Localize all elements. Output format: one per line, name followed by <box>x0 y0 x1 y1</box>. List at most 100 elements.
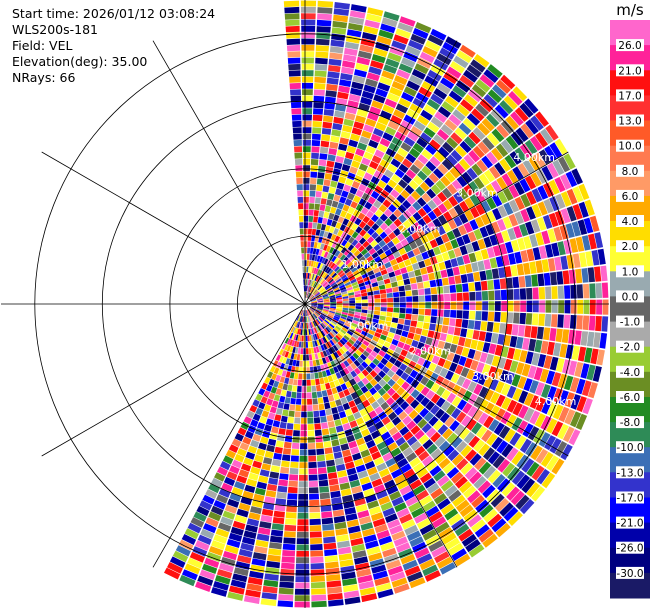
velocity-gate <box>379 76 393 86</box>
velocity-gate <box>400 142 412 153</box>
velocity-gate <box>508 253 516 265</box>
velocity-gate <box>303 171 310 178</box>
velocity-gate <box>441 101 455 113</box>
velocity-gate <box>349 264 356 271</box>
velocity-gate <box>498 267 506 279</box>
velocity-gate <box>412 142 424 154</box>
velocity-gate <box>306 379 311 386</box>
velocity-gate <box>315 326 319 333</box>
velocity-gate <box>464 94 478 107</box>
velocity-gate <box>224 544 239 555</box>
velocity-gate <box>589 299 596 315</box>
velocity-gate <box>461 533 477 547</box>
velocity-gate <box>287 51 301 58</box>
velocity-gate <box>312 340 316 347</box>
velocity-gate <box>357 470 369 479</box>
velocity-gate <box>366 333 374 340</box>
colorbar-tick-bg <box>616 114 644 127</box>
velocity-gate <box>313 410 320 418</box>
velocity-gate <box>316 242 322 249</box>
velocity-gate <box>295 328 299 335</box>
velocity-gate <box>493 422 505 436</box>
velocity-gate <box>229 465 240 475</box>
velocity-gate <box>313 108 324 115</box>
velocity-gate <box>383 353 392 361</box>
velocity-gate <box>310 273 313 280</box>
velocity-gate <box>320 313 327 318</box>
velocity-gate <box>254 545 268 554</box>
velocity-gate <box>402 272 409 280</box>
velocity-gate <box>348 292 355 296</box>
velocity-gate <box>392 264 400 271</box>
velocity-gate <box>302 82 314 89</box>
velocity-gate <box>494 290 501 301</box>
velocity-gate <box>303 165 311 172</box>
velocity-gate <box>497 191 508 204</box>
velocity-gate <box>336 182 345 190</box>
velocity-gate <box>344 596 361 605</box>
velocity-gate <box>255 539 269 548</box>
velocity-gate <box>499 370 509 383</box>
velocity-gate <box>397 458 409 468</box>
velocity-gate <box>286 505 297 513</box>
velocity-gate <box>303 310 305 317</box>
velocity-gate <box>451 436 463 449</box>
velocity-gate <box>311 305 317 308</box>
velocity-gate <box>354 272 361 279</box>
velocity-gate <box>355 328 362 334</box>
velocity-gate <box>337 546 352 555</box>
velocity-gate <box>309 366 314 373</box>
velocity-gate <box>337 405 345 413</box>
velocity-gate <box>472 371 482 383</box>
velocity-gate <box>423 258 432 267</box>
velocity-gate <box>298 487 308 494</box>
velocity-gate <box>276 492 287 499</box>
velocity-gate <box>506 385 517 399</box>
velocity-gate <box>588 233 597 250</box>
velocity-gate <box>310 563 325 570</box>
velocity-gate <box>551 421 564 437</box>
velocity-gate <box>310 287 314 293</box>
velocity-gate <box>326 580 342 588</box>
velocity-gate <box>351 281 358 287</box>
velocity-gate <box>211 540 226 550</box>
velocity-gate <box>318 210 325 218</box>
velocity-gate <box>431 338 439 348</box>
colorbar-tick-bg <box>616 39 644 52</box>
velocity-gate <box>365 404 374 414</box>
velocity-gate <box>391 392 401 401</box>
velocity-gate <box>460 328 468 338</box>
velocity-gate <box>324 555 339 563</box>
velocity-gate <box>295 404 301 412</box>
velocity-gate <box>388 222 398 232</box>
velocity-gate <box>406 452 417 463</box>
velocity-gate <box>462 402 473 414</box>
velocity-gate <box>298 209 304 216</box>
velocity-gate <box>271 426 279 434</box>
velocity-gate <box>551 314 558 328</box>
velocity-gate <box>453 204 464 216</box>
velocity-gate <box>302 114 312 121</box>
velocity-gate <box>434 436 446 448</box>
velocity-gate <box>266 444 275 453</box>
velocity-gate <box>311 228 317 236</box>
velocity-gate <box>379 446 390 456</box>
velocity-gate <box>291 442 300 449</box>
velocity-gate <box>430 431 441 443</box>
velocity-gate <box>326 199 333 207</box>
velocity-gate <box>336 350 343 357</box>
velocity-gate <box>511 324 519 336</box>
velocity-gate <box>314 423 322 430</box>
velocity-gate <box>529 395 540 409</box>
velocity-gate <box>334 250 341 257</box>
velocity-gate <box>433 420 444 431</box>
velocity-gate <box>371 155 382 164</box>
velocity-gate <box>466 369 476 380</box>
velocity-gate <box>570 284 577 299</box>
velocity-gate <box>430 487 444 500</box>
velocity-gate <box>367 354 375 362</box>
velocity-gate <box>467 393 478 405</box>
velocity-gate <box>471 108 485 122</box>
velocity-gate <box>481 429 493 443</box>
velocity-gate <box>538 432 551 448</box>
